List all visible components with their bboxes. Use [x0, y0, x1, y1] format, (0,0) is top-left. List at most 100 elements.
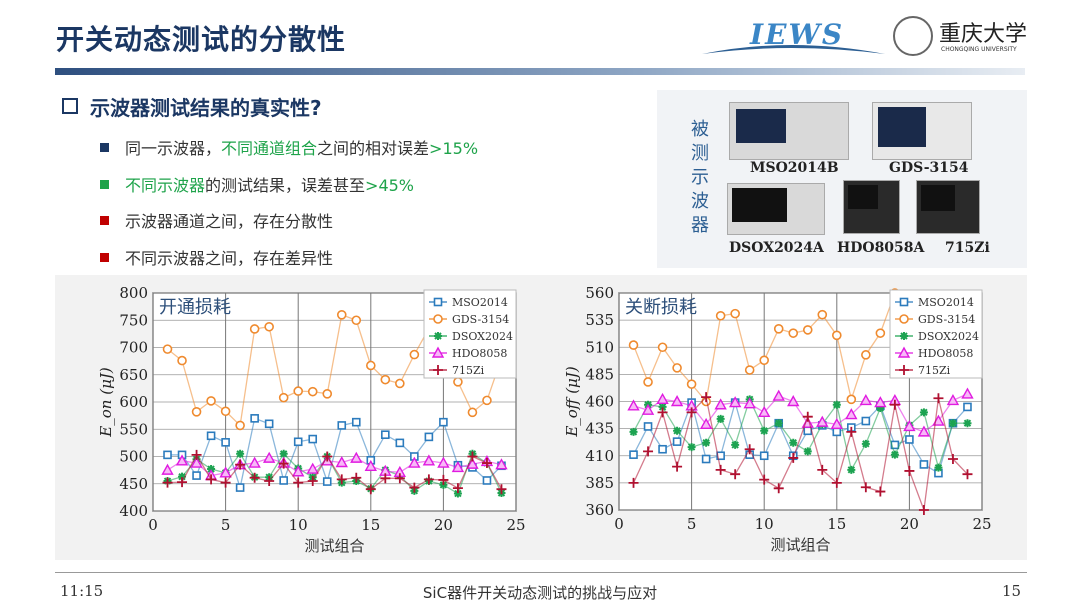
data-point-gds-3154	[336, 309, 347, 320]
data-point-dsox2024	[687, 443, 696, 452]
data-point-hdo8058	[408, 456, 421, 468]
square-bullet-icon	[100, 143, 109, 152]
y-tick-label: 700	[119, 339, 148, 357]
data-point-mso2014	[629, 450, 638, 459]
data-point-gds-3154	[846, 394, 857, 405]
data-point-dsox2024	[803, 447, 812, 456]
data-point-715zi	[773, 483, 784, 494]
data-point-715zi	[249, 472, 260, 483]
data-point-mso2014	[279, 476, 288, 485]
data-point-715zi	[686, 407, 697, 418]
legend-marker-icon	[897, 346, 911, 358]
y-tick-label: 360	[585, 501, 614, 519]
y-tick-label: 485	[585, 365, 614, 383]
data-point-hdo8058	[350, 451, 363, 463]
data-point-mso2014	[672, 437, 682, 446]
legend-label: GDS-3154	[452, 313, 509, 326]
bullet-text: >15%	[429, 139, 479, 158]
data-point-715zi	[889, 399, 900, 410]
mso2014b-image	[729, 102, 849, 160]
legend-label: MSO2014	[452, 296, 508, 309]
data-point-mso2014	[337, 421, 347, 430]
data-point-dsox2024	[453, 489, 462, 498]
data-point-715zi	[831, 477, 842, 488]
data-point-715zi	[467, 451, 478, 462]
data-point-hdo8058	[262, 451, 276, 463]
data-point-hdo8058	[816, 415, 829, 427]
data-point-gds-3154	[715, 310, 726, 321]
data-point-gds-3154	[235, 420, 245, 431]
data-point-gds-3154	[249, 324, 260, 334]
data-point-hdo8058	[219, 466, 232, 478]
data-point-gds-3154	[482, 395, 492, 406]
data-point-715zi	[307, 476, 318, 487]
data-point-mso2014	[832, 427, 842, 437]
data-point-hdo8058	[743, 397, 756, 409]
data-point-hdo8058	[175, 454, 189, 466]
y-tick-label: 550	[119, 420, 148, 438]
data-point-gds-3154	[686, 379, 697, 389]
x-tick-label: 10	[289, 516, 308, 534]
data-point-mso2014	[424, 432, 434, 442]
data-point-mso2014	[308, 434, 318, 444]
data-point-dsox2024	[279, 449, 288, 458]
y-tick-label: 510	[585, 338, 614, 356]
data-point-dsox2024	[731, 440, 740, 449]
x-tick-label: 15	[361, 516, 380, 534]
data-point-mso2014	[716, 451, 725, 461]
legend-label: GDS-3154	[918, 313, 975, 326]
data-point-715zi	[452, 483, 463, 494]
cqu-logo: 重庆大学 CHONGQING UNIVERSITY	[893, 14, 1029, 58]
data-point-gds-3154	[307, 386, 318, 397]
data-point-gds-3154	[672, 363, 682, 373]
data-point-hdo8058	[364, 459, 377, 472]
gds3154-image	[872, 102, 972, 160]
data-point-dsox2024	[948, 419, 957, 428]
bullet-text: 之间的相对误差	[317, 139, 430, 158]
y-tick-label: 650	[119, 366, 148, 384]
data-point-mso2014	[351, 417, 361, 427]
data-point-hdo8058	[161, 463, 174, 475]
square-bullet-icon	[100, 180, 109, 189]
data-point-715zi	[322, 451, 333, 462]
data-point-hdo8058	[451, 460, 465, 473]
data-point-gds-3154	[365, 360, 376, 371]
data-point-mso2014	[439, 417, 448, 427]
data-point-715zi	[496, 484, 507, 495]
data-point-715zi	[423, 474, 434, 485]
data-point-hdo8058	[335, 456, 348, 468]
data-point-715zi	[875, 486, 886, 497]
data-point-hdo8058	[917, 425, 931, 437]
footer-divider	[55, 572, 1027, 573]
data-point-hdo8058	[699, 417, 713, 429]
data-point-dsox2024	[876, 404, 885, 413]
square-bullet-icon	[100, 216, 109, 225]
legend-marker-icon	[900, 332, 908, 340]
bullet-text: >45%	[365, 176, 414, 195]
data-point-gds-3154	[773, 324, 784, 334]
chart-title: 关断损耗	[625, 297, 697, 318]
data-point-715zi	[177, 477, 188, 488]
legend-marker-icon	[433, 365, 443, 375]
y-tick-label: 435	[585, 420, 614, 438]
data-point-hdo8058	[292, 465, 305, 477]
data-point-gds-3154	[177, 355, 187, 366]
data-point-hdo8058	[306, 462, 319, 474]
legend-marker-icon	[899, 297, 909, 307]
bullet-text: 不同通道组合	[221, 139, 318, 158]
legend-label: MSO2014	[918, 296, 974, 309]
data-point-mso2014	[192, 471, 201, 480]
scopes-side-label: 被测示波器	[691, 119, 709, 236]
data-point-715zi	[802, 411, 813, 422]
data-point-gds-3154	[467, 407, 478, 418]
data-point-715zi	[744, 444, 755, 455]
data-point-715zi	[380, 473, 391, 484]
data-point-mso2014	[643, 422, 653, 431]
data-point-gds-3154	[264, 321, 274, 332]
bullet-text: 不同示波器之间，存在差异性	[125, 249, 334, 268]
data-point-715zi	[788, 452, 799, 463]
data-point-715zi	[918, 505, 929, 515]
data-point-mso2014	[221, 438, 230, 447]
data-point-hdo8058	[641, 403, 655, 415]
legend-label: DSOX2024	[918, 330, 979, 343]
